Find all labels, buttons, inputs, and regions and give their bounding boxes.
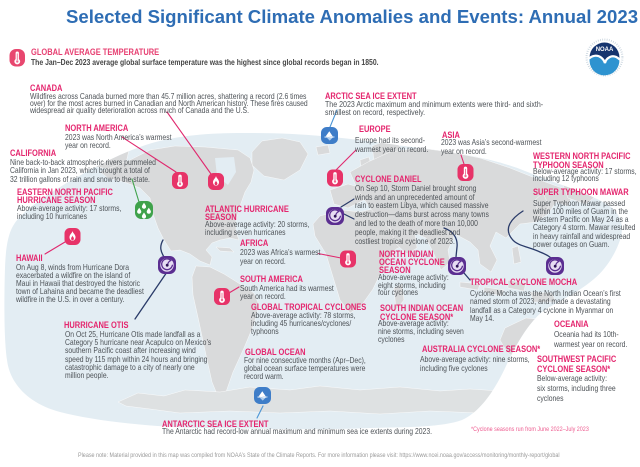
svg-text:NOAA: NOAA xyxy=(596,47,614,53)
